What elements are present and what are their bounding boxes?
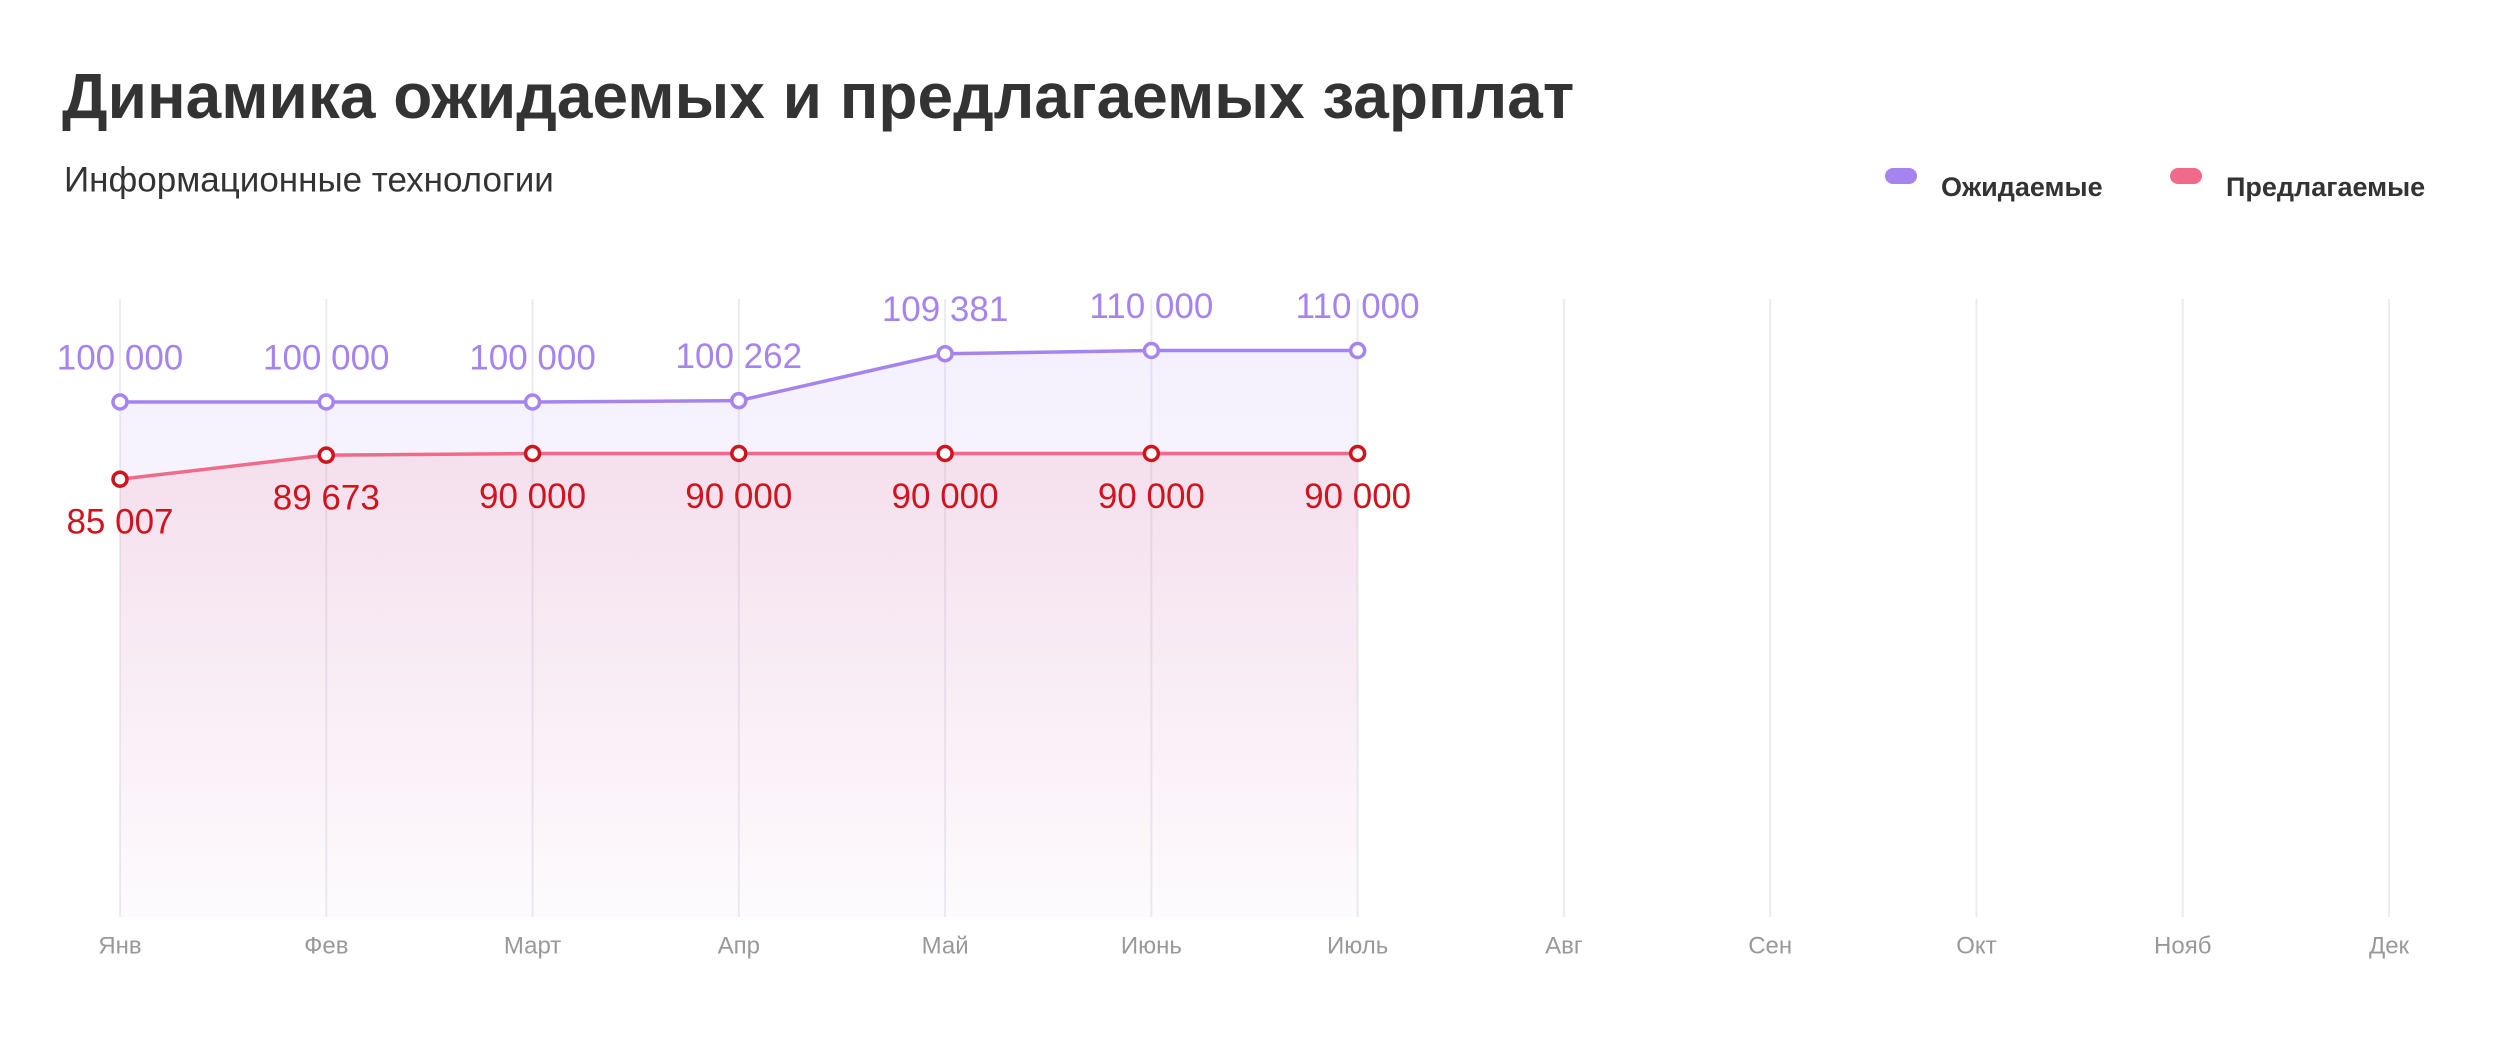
point-marker (523, 393, 542, 411)
point-marker (730, 391, 748, 410)
x-tick-label: Июнь (1121, 932, 1182, 959)
legend-label: Ожидаемые (1941, 172, 2103, 202)
data-label: 90 000 (1304, 477, 1411, 516)
point-marker (1348, 341, 1367, 360)
data-label: 90 000 (685, 477, 792, 516)
data-label: 90 000 (479, 477, 586, 516)
x-tick-label: Нояб (2154, 932, 2211, 959)
point-marker (1142, 444, 1161, 463)
point-marker (317, 446, 336, 464)
point-marker (1348, 444, 1367, 463)
point-marker (317, 393, 336, 411)
x-tick-label: Сен (1748, 932, 1792, 959)
x-tick-label: Авг (1545, 932, 1583, 959)
legend-swatch (1885, 168, 1917, 184)
x-tick-label: Май (922, 932, 969, 959)
data-label: 100 000 (57, 338, 184, 377)
x-tick-label: Апр (718, 932, 760, 959)
series-area (120, 453, 1358, 917)
chart-title: Динамика ожидаемых и предлагаемых зарпла… (62, 60, 1574, 132)
data-label: 110 000 (1296, 287, 1420, 326)
point-marker (111, 470, 129, 488)
point-marker (523, 444, 542, 463)
data-label: 100 262 (676, 337, 803, 376)
data-label: 109 381 (882, 290, 1009, 329)
point-marker (1142, 341, 1161, 360)
x-tick-label: Март (504, 932, 561, 959)
x-tick-label: Июль (1327, 932, 1388, 959)
data-label: 89 673 (273, 478, 380, 517)
x-tick-label: Окт (1956, 932, 1996, 959)
point-marker (111, 393, 129, 411)
point-marker (936, 344, 954, 363)
data-label: 90 000 (1098, 477, 1205, 516)
x-tick-label: Янв (98, 932, 141, 959)
legend-label: Предлагаемые (2226, 172, 2425, 202)
chart-subtitle: Информационные технологии (64, 160, 554, 199)
point-marker (936, 444, 954, 463)
data-label: 90 000 (892, 477, 999, 516)
data-label: 100 000 (469, 338, 596, 377)
x-tick-label: Дек (2369, 932, 2410, 959)
x-tick-label: Фев (304, 932, 348, 959)
data-label: 110 000 (1089, 287, 1213, 326)
point-marker (730, 444, 748, 463)
legend-swatch (2170, 168, 2202, 184)
data-label: 85 007 (66, 502, 173, 541)
data-label: 100 000 (263, 338, 390, 377)
